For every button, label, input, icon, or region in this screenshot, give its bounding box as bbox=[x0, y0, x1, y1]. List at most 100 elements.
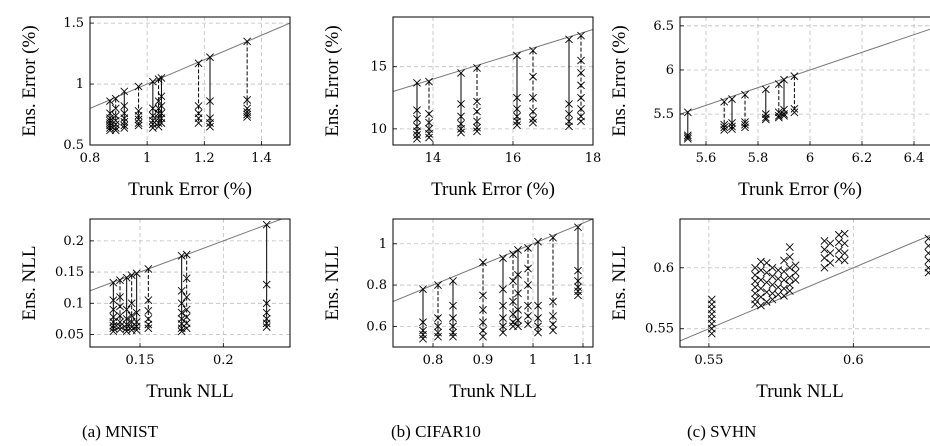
trunk-point-7 bbox=[182, 250, 191, 259]
trunk-point-3 bbox=[127, 271, 136, 280]
scatter-point-21 bbox=[762, 258, 771, 267]
ensemble-point-10-1 bbox=[574, 277, 582, 285]
ensemble-point-3-1-b bbox=[741, 120, 749, 129]
scatter-point-17 bbox=[756, 276, 765, 284]
ensemble-point-0-5-b bbox=[106, 124, 114, 132]
scatter-point-42 bbox=[785, 263, 794, 272]
plot-area-3 bbox=[90, 219, 290, 347]
scatter-point-69 bbox=[924, 268, 930, 277]
ensemble-point-0-1 bbox=[413, 114, 421, 123]
trunk-point-3 bbox=[134, 82, 143, 91]
ensemble-point-0-2 bbox=[419, 330, 427, 339]
ensemble-point-2-1 bbox=[728, 122, 736, 131]
scatter-point-39 bbox=[780, 291, 788, 300]
scatter-point-41-b bbox=[785, 252, 794, 261]
ensemble-point-5-2 bbox=[144, 314, 153, 323]
trunk-point-3-b bbox=[741, 90, 749, 99]
ensemble-point-10-3 bbox=[574, 287, 582, 296]
trunk-point-4 bbox=[499, 254, 507, 263]
ensemble-point-6-1 bbox=[565, 110, 573, 118]
trunk-point-1-b bbox=[425, 77, 433, 86]
scatter-point-7 bbox=[707, 329, 716, 338]
trunk-point-7 bbox=[194, 59, 203, 68]
scatter-point-30 bbox=[768, 295, 777, 304]
ensemble-point-4-4 bbox=[513, 121, 521, 130]
axes-frame bbox=[679, 16, 930, 146]
x-tick-label: 0.2 bbox=[213, 353, 234, 368]
x-tick-label: 6.4 bbox=[904, 151, 925, 166]
ensemble-point-3-1 bbox=[741, 120, 749, 129]
x-tick-label: 0.8 bbox=[80, 151, 101, 166]
ensemble-point-7-4 bbox=[524, 320, 532, 329]
ensemble-point-3-0 bbox=[479, 291, 487, 300]
trunk-point-1-b bbox=[111, 94, 120, 103]
ensemble-point-6-2 bbox=[514, 305, 522, 314]
ensemble-point-7-1 bbox=[524, 281, 532, 289]
axes-frame bbox=[679, 218, 930, 348]
ensemble-point-6-4-b bbox=[157, 119, 166, 127]
y-tick-label: 0.05 bbox=[55, 328, 84, 343]
scatter-point-19 bbox=[756, 293, 765, 301]
trunk-point-3-b bbox=[127, 271, 136, 280]
ensemble-point-5-3 bbox=[144, 320, 153, 329]
ensemble-point-2-1-b bbox=[122, 314, 131, 323]
ensemble-point-3-3-b bbox=[473, 123, 481, 132]
ensemble-point-1-4 bbox=[111, 124, 120, 132]
ensemble-point-6-0 bbox=[565, 100, 573, 108]
trunk-point-6 bbox=[565, 35, 573, 44]
ensemble-point-0-3 bbox=[109, 318, 118, 326]
trunk-point-8-b bbox=[262, 220, 271, 229]
ensemble-point-9-0 bbox=[549, 297, 557, 306]
ensemble-point-2-0 bbox=[728, 119, 736, 127]
y-tick-label: 6 bbox=[666, 63, 674, 78]
ensemble-point-5-0-b bbox=[509, 277, 517, 285]
trunk-point-1 bbox=[111, 94, 120, 103]
ensemble-point-9-0-b bbox=[549, 297, 557, 306]
ensemble-point-4-2 bbox=[132, 322, 141, 331]
scatter-point-22-b bbox=[762, 268, 771, 277]
scatter-point-30-b bbox=[768, 295, 777, 304]
ensemble-point-0-3-b bbox=[413, 127, 421, 136]
ensemble-point-5-4-b bbox=[529, 118, 537, 127]
ensemble-point-7-0 bbox=[524, 264, 532, 273]
trunk-point-8 bbox=[206, 53, 214, 62]
trunk-point-1 bbox=[434, 281, 442, 289]
ensemble-point-4-1-b bbox=[761, 113, 770, 122]
scatter-point-37-b bbox=[780, 276, 788, 284]
trunk-point-8-b bbox=[534, 237, 542, 246]
y-tick-label: 10 bbox=[370, 122, 387, 137]
ensemble-point-1-0-b bbox=[434, 314, 442, 323]
trunk-point-4-b bbox=[761, 85, 770, 94]
ensemble-point-6-0 bbox=[177, 286, 186, 295]
ensemble-point-8-2 bbox=[206, 119, 214, 127]
ensemble-point-5-4 bbox=[529, 118, 537, 127]
ensemble-point-9-1-b bbox=[243, 104, 252, 113]
ensemble-point-0-0 bbox=[683, 131, 692, 140]
x-axis-label: Trunk Error (%) bbox=[128, 179, 252, 200]
ensemble-point-8-1 bbox=[534, 314, 542, 323]
y-tick-label: 0.2 bbox=[63, 234, 84, 249]
scatter-point-63-b bbox=[840, 256, 849, 265]
ensemble-point-0-4 bbox=[109, 321, 118, 330]
trunk-point-6-b bbox=[780, 75, 788, 84]
scatter-point-9 bbox=[751, 271, 760, 279]
ensemble-point-1-5-b bbox=[116, 325, 124, 334]
x-tick-label: 6 bbox=[806, 151, 814, 166]
ensemble-point-2-2-b bbox=[122, 320, 131, 329]
scatter-point-67 bbox=[924, 256, 930, 265]
ensemble-point-8-0 bbox=[262, 280, 271, 289]
ensemble-point-7-3-b bbox=[577, 93, 585, 102]
ensemble-point-3-1-b bbox=[134, 111, 143, 120]
ensemble-point-3-4 bbox=[134, 121, 143, 130]
ensemble-point-1-0 bbox=[425, 110, 433, 118]
trunk-point-5-b bbox=[509, 250, 517, 259]
chart-panel-1: 14 16 18 10 15 Trunk Error (%) Ens. Error (%) bbox=[322, 16, 601, 200]
trunk-point-10 bbox=[574, 223, 582, 232]
ensemble-point-1-0 bbox=[434, 314, 442, 323]
ensemble-point-10-2 bbox=[574, 283, 582, 292]
reference-line bbox=[680, 28, 930, 115]
ensemble-point-8-0 bbox=[534, 301, 542, 310]
scatter-point-20-b bbox=[756, 301, 765, 310]
scatter-point-12-b bbox=[751, 289, 760, 298]
ensemble-point-0-4 bbox=[413, 131, 421, 139]
